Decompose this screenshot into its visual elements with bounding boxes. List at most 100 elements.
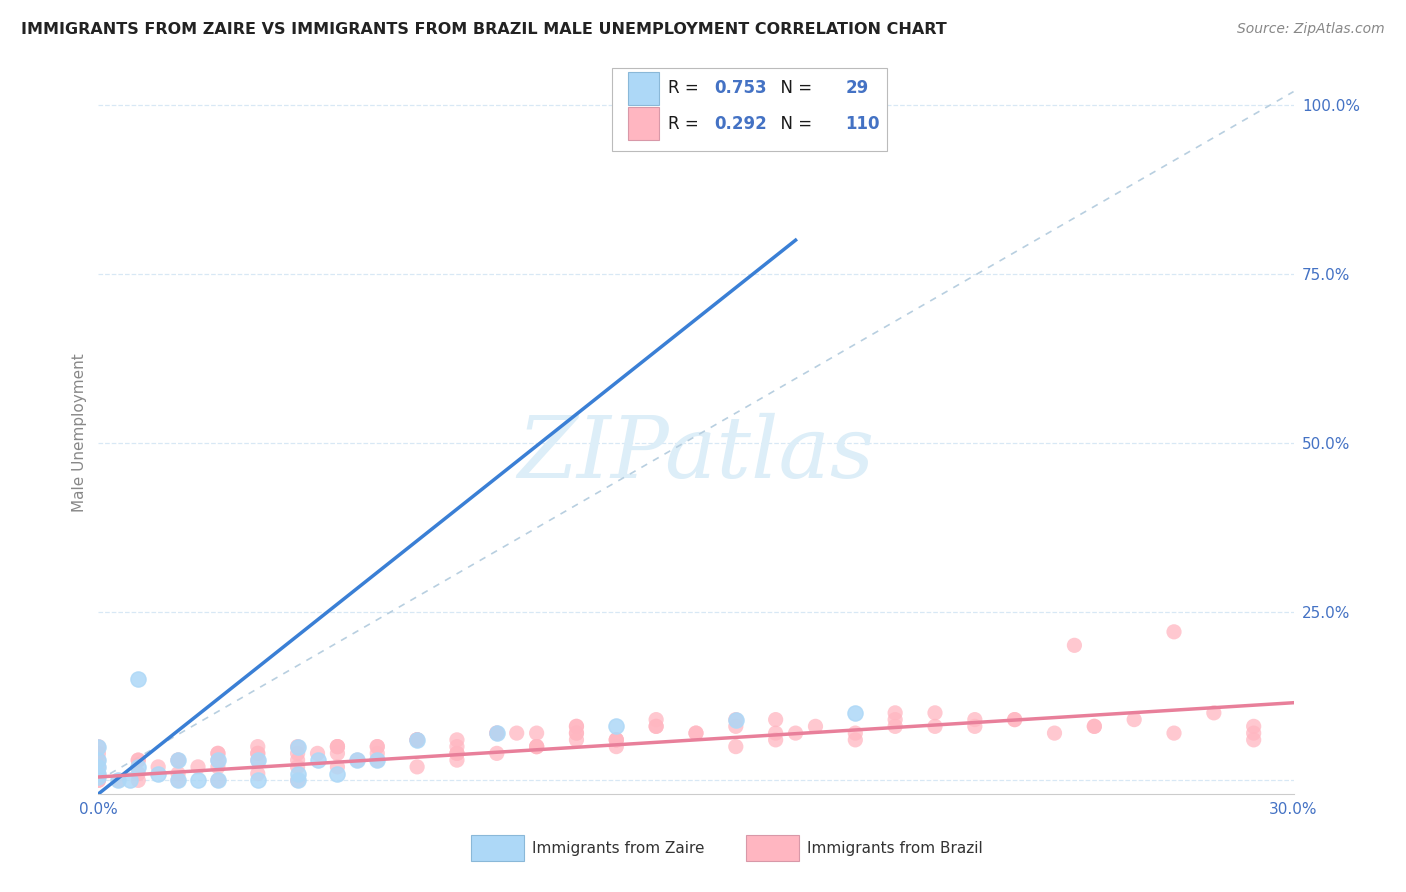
Point: [87, 760, 110, 774]
Point: [963, 719, 986, 733]
Point: [724, 719, 747, 733]
FancyBboxPatch shape: [747, 835, 799, 861]
Point: [924, 706, 946, 720]
Point: [366, 753, 388, 767]
Point: [485, 726, 508, 740]
Point: [87, 739, 110, 754]
Point: [506, 726, 529, 740]
Point: [127, 672, 149, 686]
Point: [246, 753, 269, 767]
Point: [804, 719, 827, 733]
Point: [167, 773, 190, 788]
Point: [526, 739, 548, 754]
Point: [87, 747, 110, 761]
Point: [246, 747, 269, 761]
Point: [565, 719, 588, 733]
Point: [187, 773, 209, 788]
Point: [1202, 706, 1225, 720]
FancyBboxPatch shape: [628, 107, 659, 140]
Y-axis label: Male Unemployment: Male Unemployment: [72, 353, 87, 512]
Point: [605, 719, 627, 733]
Point: [287, 753, 309, 767]
Point: [605, 732, 627, 747]
Point: [326, 739, 349, 754]
Point: [148, 766, 170, 780]
Point: [307, 753, 329, 767]
Point: [724, 739, 747, 754]
Text: Immigrants from Zaire: Immigrants from Zaire: [533, 840, 704, 855]
Point: [1123, 713, 1146, 727]
Point: [207, 773, 229, 788]
Point: [326, 747, 349, 761]
Point: [167, 753, 190, 767]
Point: [446, 732, 468, 747]
Point: [485, 726, 508, 740]
Point: [307, 747, 329, 761]
Point: [287, 766, 309, 780]
Point: [127, 760, 149, 774]
Point: [645, 719, 668, 733]
Point: [167, 766, 190, 780]
Point: [87, 770, 110, 784]
Point: [326, 739, 349, 754]
Point: [1243, 719, 1265, 733]
Point: [287, 773, 309, 788]
Point: [87, 766, 110, 780]
Point: [565, 719, 588, 733]
Point: [87, 753, 110, 767]
Point: [1163, 726, 1185, 740]
Point: [207, 760, 229, 774]
Point: [1243, 732, 1265, 747]
Point: [1243, 726, 1265, 740]
Point: [287, 739, 309, 754]
Point: [207, 753, 229, 767]
Point: [446, 739, 468, 754]
Point: [406, 732, 429, 747]
Point: [785, 726, 807, 740]
Point: [526, 739, 548, 754]
Point: [565, 732, 588, 747]
Point: [446, 753, 468, 767]
Point: [87, 766, 110, 780]
Point: [526, 739, 548, 754]
Point: [246, 747, 269, 761]
Point: [148, 760, 170, 774]
Text: IMMIGRANTS FROM ZAIRE VS IMMIGRANTS FROM BRAZIL MALE UNEMPLOYMENT CORRELATION CH: IMMIGRANTS FROM ZAIRE VS IMMIGRANTS FROM…: [21, 22, 946, 37]
Point: [884, 719, 907, 733]
Point: [685, 726, 707, 740]
Point: [645, 713, 668, 727]
Point: [485, 747, 508, 761]
Point: [287, 773, 309, 788]
Point: [963, 713, 986, 727]
Point: [1083, 719, 1105, 733]
Point: [87, 766, 110, 780]
Point: [1163, 624, 1185, 639]
Point: [1004, 713, 1026, 727]
Point: [207, 747, 229, 761]
Point: [87, 773, 110, 788]
Point: [326, 760, 349, 774]
Point: [605, 732, 627, 747]
Point: [346, 753, 368, 767]
Point: [287, 760, 309, 774]
Point: [287, 739, 309, 754]
Point: [246, 739, 269, 754]
Point: [366, 747, 388, 761]
Point: [207, 753, 229, 767]
Point: [87, 760, 110, 774]
Point: [406, 732, 429, 747]
Point: [645, 719, 668, 733]
Point: [924, 719, 946, 733]
Text: 0.753: 0.753: [714, 79, 766, 97]
Point: [884, 713, 907, 727]
Point: [446, 747, 468, 761]
Text: Source: ZipAtlas.com: Source: ZipAtlas.com: [1237, 22, 1385, 37]
Point: [526, 726, 548, 740]
Point: [127, 753, 149, 767]
Point: [1043, 726, 1066, 740]
FancyBboxPatch shape: [613, 68, 887, 151]
Point: [844, 732, 866, 747]
Text: 0.292: 0.292: [714, 115, 766, 133]
Point: [127, 766, 149, 780]
Point: [120, 773, 142, 788]
